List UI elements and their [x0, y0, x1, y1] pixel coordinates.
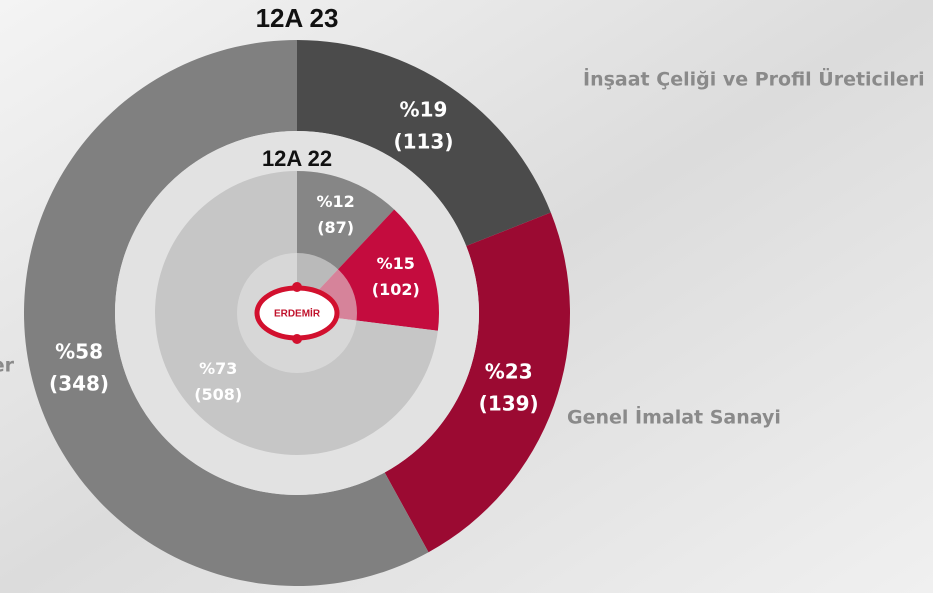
outer-title: 12A 23 [256, 3, 339, 33]
logo-dot [292, 282, 302, 292]
percent-label: %58 [55, 339, 103, 363]
slice [23, 40, 429, 586]
percent-label: %12 [317, 192, 355, 211]
slice [384, 212, 571, 553]
count-label: (348) [49, 371, 109, 395]
percent-label: %73 [199, 359, 237, 378]
count-label: (508) [194, 385, 242, 404]
logo-dot [292, 334, 302, 344]
percent-label: %15 [377, 254, 415, 273]
category-label: Genel İmalat Sanayi [567, 405, 781, 429]
slice [297, 40, 551, 247]
inner-title: 12A 22 [262, 146, 332, 171]
logo-text: ERDEMİR [274, 307, 321, 320]
percent-label: %23 [485, 360, 533, 384]
category-label: er [0, 355, 15, 377]
percent-label: %19 [400, 97, 448, 121]
count-label: (102) [372, 280, 420, 299]
count-label: (113) [393, 129, 453, 153]
count-label: (87) [317, 218, 354, 237]
category-label: İnşaat Çeliği ve Profil Üreticileri [583, 67, 925, 91]
count-label: (139) [479, 392, 539, 416]
